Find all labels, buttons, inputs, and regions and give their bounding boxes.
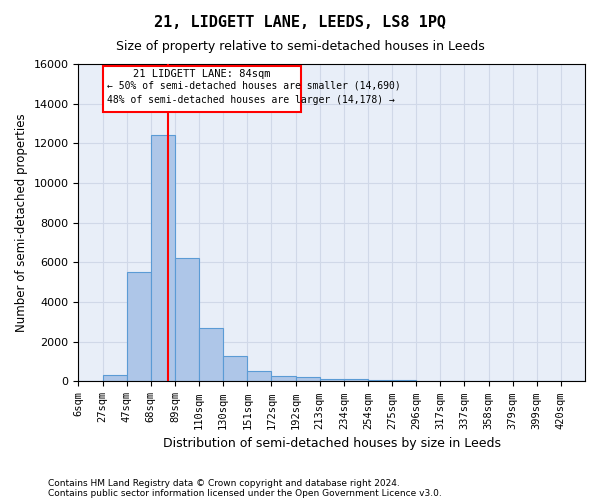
Bar	[103, 376, 127, 382]
Text: 21 LIDGETT LANE: 84sqm: 21 LIDGETT LANE: 84sqm	[133, 69, 271, 79]
Text: Contains public sector information licensed under the Open Government Licence v3: Contains public sector information licen…	[48, 488, 442, 498]
Text: 48% of semi-detached houses are larger (14,178) →: 48% of semi-detached houses are larger (…	[107, 95, 395, 105]
Y-axis label: Number of semi-detached properties: Number of semi-detached properties	[15, 114, 28, 332]
Bar	[271, 376, 296, 382]
Bar	[223, 356, 247, 382]
Text: Contains HM Land Registry data © Crown copyright and database right 2024.: Contains HM Land Registry data © Crown c…	[48, 478, 400, 488]
FancyBboxPatch shape	[103, 66, 301, 112]
Bar	[296, 378, 320, 382]
Bar	[320, 379, 344, 382]
Text: Size of property relative to semi-detached houses in Leeds: Size of property relative to semi-detach…	[116, 40, 484, 53]
X-axis label: Distribution of semi-detached houses by size in Leeds: Distribution of semi-detached houses by …	[163, 437, 501, 450]
Bar	[344, 380, 368, 382]
Bar	[127, 272, 151, 382]
Bar	[247, 370, 271, 382]
Text: 21, LIDGETT LANE, LEEDS, LS8 1PQ: 21, LIDGETT LANE, LEEDS, LS8 1PQ	[154, 15, 446, 30]
Bar	[199, 328, 223, 382]
Bar	[151, 136, 175, 382]
Text: ← 50% of semi-detached houses are smaller (14,690): ← 50% of semi-detached houses are smalle…	[107, 80, 401, 90]
Bar	[368, 380, 392, 382]
Bar	[175, 258, 199, 382]
Bar	[392, 380, 416, 382]
